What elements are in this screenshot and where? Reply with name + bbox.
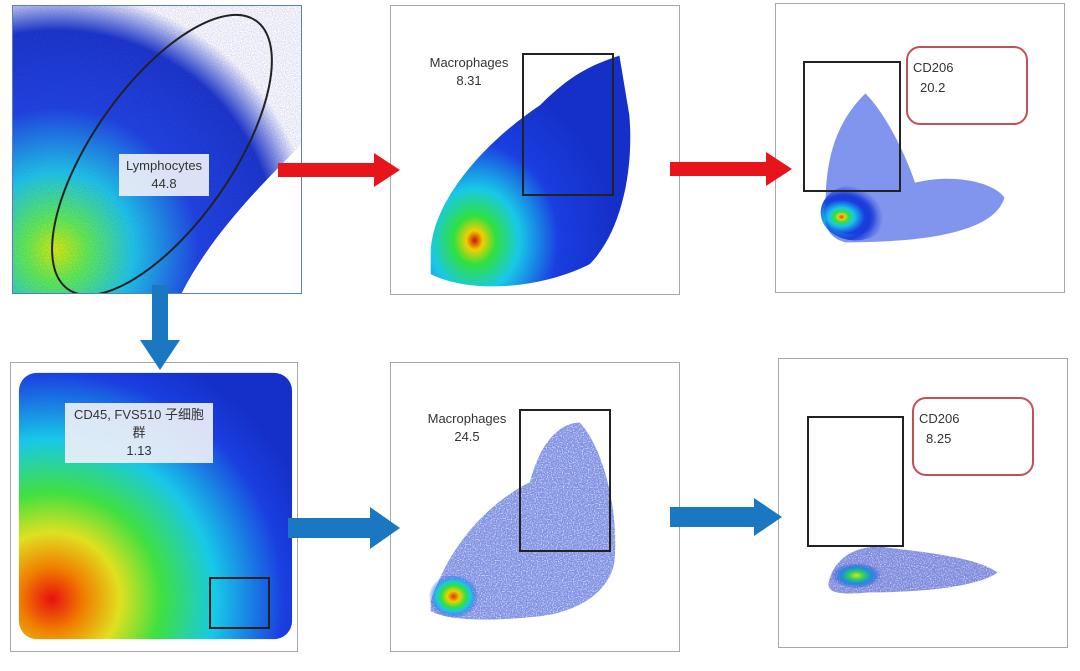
gate-name: Macrophages <box>429 55 509 70</box>
arrow-right-red-2 <box>670 152 792 186</box>
gate-name: Macrophages <box>427 411 507 426</box>
gate-percentage: 20.2 <box>920 80 946 95</box>
density-plot-cd206-top <box>820 93 1005 243</box>
arrow-down-blue <box>140 285 180 370</box>
plot-panel-cd45-fvs510: CD45, FVS510 子细胞群 1.13 <box>10 362 298 652</box>
arrow-right-blue-1 <box>288 507 400 549</box>
gate-percentage: 8.31 <box>456 73 482 88</box>
plot-panel-cd206-bottom: CD206 8.25 <box>778 358 1068 648</box>
gate-percentage: 1.13 <box>126 443 152 458</box>
gate-label-cd45-fvs510: CD45, FVS510 子细胞群 1.13 <box>65 403 213 463</box>
density-plot-lymphocytes <box>13 6 301 293</box>
gate-percentage: 24.5 <box>454 429 480 444</box>
cd206-gate-top <box>803 61 901 192</box>
plot-panel-macrophages-bottom: Macrophages 24.5 <box>390 362 680 652</box>
plot-panel-lymphocytes: Lymphocytes 44.8 <box>12 5 302 294</box>
gate-name: Lymphocytes <box>125 158 203 173</box>
macrophages-gate-top <box>522 53 614 196</box>
plot-panel-macrophages-top: Macrophages 8.31 <box>390 5 680 295</box>
cd206-label-box-top: CD206 20.2 <box>906 46 1028 125</box>
plot-panel-cd206-top: CD206 20.2 <box>775 3 1065 293</box>
gate-percentage: 8.25 <box>926 431 952 446</box>
macrophages-gate-bottom <box>519 409 611 552</box>
gate-percentage: 44.8 <box>151 176 177 191</box>
cd45-fvs510-gate <box>209 577 270 629</box>
gate-label-macrophages-top: Macrophages 8.31 <box>421 54 517 90</box>
density-plot-macrophages-bottom <box>428 422 616 620</box>
cd206-label-box-bottom: CD206 8.25 <box>912 397 1034 476</box>
gate-name: CD45, FVS510 子细胞群 <box>73 407 205 440</box>
cd206-gate-bottom <box>807 416 904 547</box>
gate-label-macrophages-bottom: Macrophages 24.5 <box>419 410 515 446</box>
density-plot-macrophages-top <box>430 55 631 287</box>
arrow-right-red-1 <box>278 153 400 187</box>
gate-label-lymphocytes: Lymphocytes 44.8 <box>119 154 209 196</box>
arrow-right-blue-2 <box>670 498 782 536</box>
lymphocytes-gate-ellipse <box>51 13 273 293</box>
gate-name: CD206 <box>919 411 960 426</box>
gate-name: CD206 <box>913 60 954 75</box>
density-plot-cd206-bottom <box>828 546 998 594</box>
